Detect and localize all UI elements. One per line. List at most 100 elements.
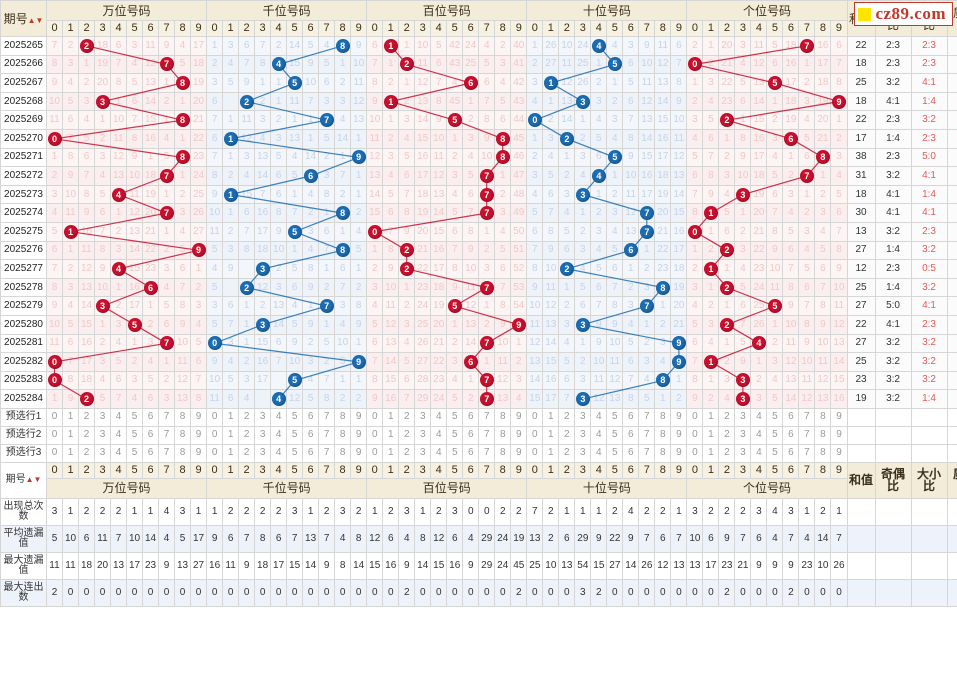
preselect-cell-shi-1[interactable]: 1 [542, 443, 560, 463]
preselect-cell-shi-0[interactable]: 0 [526, 443, 544, 463]
period-header-bottom[interactable]: 期号▲▼ [0, 461, 47, 499]
hit-ball-qian-7[interactable]: 7 [318, 296, 336, 316]
preselect-cell-bai-7[interactable]: 7 [478, 425, 496, 445]
preselect-cell-ge-5[interactable]: 5 [766, 407, 784, 427]
preselect-cell-qian-8[interactable]: 8 [334, 407, 352, 427]
preselect-cell-ge-6[interactable]: 6 [782, 443, 800, 463]
preselect-cell-shi-4[interactable]: 4 [590, 425, 608, 445]
hit-ball-bai-7[interactable]: 7 [478, 333, 496, 354]
hit-ball-wan-0[interactable]: 0 [46, 370, 63, 391]
preselect-cell-qian-9[interactable]: 9 [350, 407, 368, 427]
preselect-cell-shi-8[interactable]: 8 [654, 407, 672, 427]
hit-ball-wan-8[interactable]: 8 [174, 147, 191, 168]
preselect-cell-qian-1[interactable]: 1 [222, 443, 240, 463]
period-cell[interactable]: 2025277 [0, 259, 47, 279]
digit-header-bottom-shi-5[interactable]: 5 [606, 461, 624, 479]
digit-header-bottom-bai-7[interactable]: 7 [478, 461, 496, 479]
preselect-cell-ge-0[interactable]: 0 [686, 407, 704, 427]
digit-header-ge-0[interactable]: 0 [686, 20, 704, 37]
preselect-cell-qian-9[interactable]: 9 [350, 443, 368, 463]
hit-ball-wan-0[interactable]: 0 [46, 128, 63, 149]
period-cell[interactable]: 2025282 [0, 352, 47, 372]
hit-ball-ge-9[interactable]: 9 [830, 91, 848, 112]
digit-header-wan-0[interactable]: 0 [46, 20, 63, 37]
hit-ball-bai-1[interactable]: 1 [382, 91, 400, 112]
preselect-cell-shi-6[interactable]: 6 [622, 407, 640, 427]
preselect-cell-wan-8[interactable]: 8 [174, 443, 191, 463]
hit-ball-qian-2[interactable]: 2 [238, 91, 256, 112]
digit-header-wan-7[interactable]: 7 [158, 20, 175, 37]
preselect-cell-ge-7[interactable]: 7 [798, 425, 816, 445]
digit-header-bottom-shi-1[interactable]: 1 [542, 461, 560, 479]
digit-header-ge-7[interactable]: 7 [798, 20, 816, 37]
digit-header-bottom-shi-6[interactable]: 6 [622, 461, 640, 479]
preselect-cell-shi-2[interactable]: 2 [558, 407, 576, 427]
table-row[interactable]: 2025283 0 8 18 4 6 3 5 2 12 7 10 5 3 17 5 4 7 1 1 8 15 6 28 23 4 1… [0, 370, 957, 391]
preselect-cell-ge-4[interactable]: 4 [750, 425, 768, 445]
digit-header-shi-1[interactable]: 1 [542, 20, 560, 37]
hit-ball-shi-3[interactable]: 3 [574, 389, 592, 409]
digit-header-bottom-shi-3[interactable]: 3 [574, 461, 592, 479]
period-cell[interactable]: 2025279 [0, 296, 47, 316]
table-row[interactable]: 2025270 0 7 5 2 11 8 16 4 1 22 6 1 12 4 3 13 1 5 14 1 11 2 4 15 1… [0, 128, 957, 149]
digit-header-bai-4[interactable]: 4 [430, 20, 448, 37]
preselect-cell-shi-4[interactable]: 4 [590, 407, 608, 427]
preselect-cell-wan-9[interactable]: 9 [189, 425, 208, 445]
digit-header-bottom-shi-7[interactable]: 7 [638, 461, 656, 479]
preselect-cell-shi-3[interactable]: 3 [574, 407, 592, 427]
hit-ball-wan-6[interactable]: 6 [142, 277, 159, 298]
hit-ball-qian-5[interactable]: 5 [286, 370, 304, 391]
digit-header-shi-2[interactable]: 2 [558, 20, 576, 37]
hit-ball-shi-7[interactable]: 7 [638, 221, 656, 242]
hit-ball-shi-5[interactable]: 5 [606, 147, 624, 168]
hit-ball-wan-9[interactable]: 9 [189, 240, 208, 261]
preselect-cell-ge-8[interactable]: 8 [814, 407, 832, 427]
preselect-cell-bai-4[interactable]: 4 [430, 425, 448, 445]
digit-header-bai-6[interactable]: 6 [462, 20, 480, 37]
digit-header-shi-4[interactable]: 4 [590, 20, 608, 37]
preselect-cell-bai-0[interactable]: 0 [366, 407, 384, 427]
digit-header-bottom-wan-8[interactable]: 8 [174, 461, 191, 479]
preselect-cell-qian-1[interactable]: 1 [222, 425, 240, 445]
digit-header-bottom-qian-9[interactable]: 9 [350, 461, 368, 479]
digit-header-bottom-shi-8[interactable]: 8 [654, 461, 672, 479]
preselect-cell-ge-1[interactable]: 1 [702, 407, 720, 427]
digit-header-bottom-bai-9[interactable]: 9 [510, 461, 528, 479]
hit-ball-ge-7[interactable]: 7 [798, 166, 816, 186]
digit-header-bottom-wan-9[interactable]: 9 [189, 461, 208, 479]
preselect-cell-bai-0[interactable]: 0 [366, 425, 384, 445]
period-cell[interactable]: 2025267 [0, 73, 47, 93]
preselect-cell-wan-0[interactable]: 0 [46, 407, 63, 427]
digit-header-bottom-bai-1[interactable]: 1 [382, 461, 400, 479]
preselect-cell-ge-4[interactable]: 4 [750, 443, 768, 463]
digit-header-bottom-ge-3[interactable]: 3 [734, 461, 752, 479]
hit-ball-qian-4[interactable]: 4 [270, 54, 288, 75]
digit-header-shi-8[interactable]: 8 [654, 20, 672, 37]
preselect-cell-qian-5[interactable]: 5 [286, 443, 304, 463]
digit-header-bottom-qian-4[interactable]: 4 [270, 461, 288, 479]
digit-header-bottom-qian-1[interactable]: 1 [222, 461, 240, 479]
hit-ball-bai-6[interactable]: 6 [462, 352, 480, 372]
digit-header-bottom-qian-7[interactable]: 7 [318, 461, 336, 479]
digit-header-bottom-wan-2[interactable]: 2 [78, 461, 95, 479]
table-row[interactable]: 2025278 8 3 13 10 1 16 6 4 7 2 5 2 12 3 6 9 2 7 2 3 10 1 23 18 9 1… [0, 277, 957, 298]
preselect-cell-bai-2[interactable]: 2 [398, 407, 416, 427]
preselect-cell-bai-3[interactable]: 3 [414, 407, 432, 427]
digit-header-ge-2[interactable]: 2 [718, 20, 736, 37]
digit-header-bottom-ge-9[interactable]: 9 [830, 461, 848, 479]
digit-header-qian-6[interactable]: 6 [302, 20, 320, 37]
period-cell[interactable]: 2025272 [0, 166, 47, 186]
hit-ball-ge-2[interactable]: 2 [718, 277, 736, 298]
preselect-cell-qian-3[interactable]: 3 [254, 407, 272, 427]
hit-ball-qian-9[interactable]: 9 [350, 147, 368, 168]
preselect-cell-shi-8[interactable]: 8 [654, 443, 672, 463]
preselect-cell-bai-8[interactable]: 8 [494, 407, 512, 427]
preselect-cell-bai-1[interactable]: 1 [382, 425, 400, 445]
preselect-cell-shi-2[interactable]: 2 [558, 425, 576, 445]
preselect-cell-bai-9[interactable]: 9 [510, 443, 528, 463]
table-row[interactable]: 2025272 2 9 7 4 13 10 18 7 1 24 8 2 4 14 6 5 6 3 7 1 13 4 6 17 12… [0, 166, 957, 186]
hit-ball-wan-1[interactable]: 1 [62, 221, 79, 242]
digit-header-ge-5[interactable]: 5 [766, 20, 784, 37]
preselect-cell-bai-9[interactable]: 9 [510, 407, 528, 427]
preselect-cell-qian-5[interactable]: 5 [286, 425, 304, 445]
